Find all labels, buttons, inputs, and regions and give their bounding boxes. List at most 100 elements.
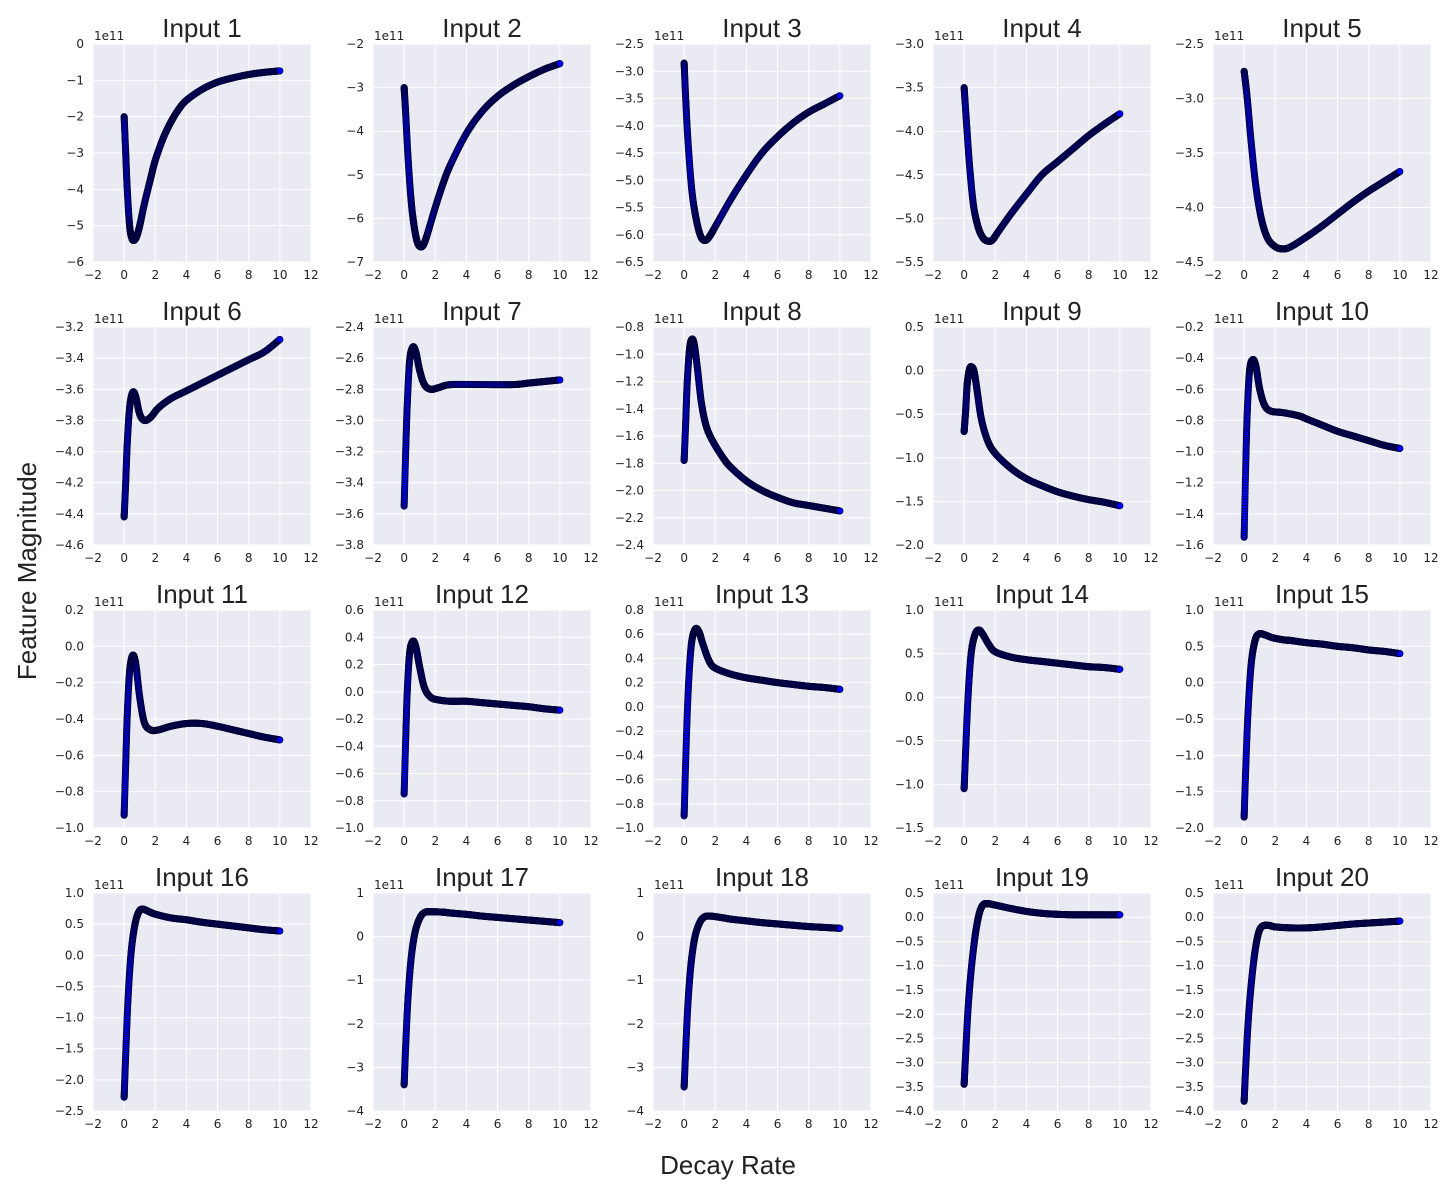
y-tick-label: −3.5 bbox=[1175, 146, 1204, 160]
y-tick-label: −4.0 bbox=[615, 119, 644, 133]
panel-10: −2 0 2 4 6 8 10 12−1.6−1.4−1.2−1.0−0.8−0.6−0.4−… bbox=[1175, 296, 1439, 565]
x-tick-label: 4 bbox=[1023, 268, 1031, 282]
y-tick-label: −3 bbox=[346, 81, 364, 95]
x-tick-label: 2 bbox=[1271, 551, 1279, 565]
x-tick-label: 12 bbox=[583, 268, 598, 282]
y-tick-label: −0.6 bbox=[1175, 382, 1204, 396]
y-tick-label: −5 bbox=[66, 219, 84, 233]
x-tick-label: 2 bbox=[991, 268, 999, 282]
y-tick-label: 0.0 bbox=[905, 364, 924, 378]
x-tick-label: 2 bbox=[1271, 268, 1279, 282]
y-tick-label: −1.0 bbox=[615, 347, 644, 361]
y-tick-label: −4.5 bbox=[1175, 255, 1204, 269]
panel-8: −2 0 2 4 6 8 10 12−2.4−2.2−2.0−1.8−1.6−1.4−1.2−… bbox=[615, 296, 879, 565]
panel-3: −2 0 2 4 6 8 10 12−6.5−6.0−5.5−5.0−4.5−4.0−3.5−… bbox=[615, 13, 879, 282]
x-tick-label: 8 bbox=[525, 268, 533, 282]
x-tick-label: 12 bbox=[303, 268, 318, 282]
x-tick-label: 6 bbox=[214, 268, 222, 282]
panel-title: Input 10 bbox=[1275, 296, 1369, 326]
y-tick-label: −6.0 bbox=[615, 228, 644, 242]
y-tick-label: −2.8 bbox=[335, 382, 364, 396]
y-tick-label: −0.4 bbox=[1175, 351, 1204, 365]
y-tick-label: −7 bbox=[346, 255, 364, 269]
data-series bbox=[400, 343, 564, 510]
panel-title: Input 3 bbox=[722, 13, 802, 43]
x-tick-label: 0 bbox=[400, 268, 408, 282]
y-tick-label: −3.8 bbox=[335, 538, 364, 552]
data-point bbox=[836, 92, 844, 100]
y-tick-label: −4 bbox=[66, 182, 84, 196]
x-tick-label: 8 bbox=[245, 551, 253, 565]
y-tick-label: −6 bbox=[346, 211, 364, 225]
x-tick-label: 8 bbox=[1365, 551, 1373, 565]
x-tick-label: −2 bbox=[84, 268, 102, 282]
y-tick-label: −0.5 bbox=[895, 407, 924, 421]
data-series bbox=[680, 59, 844, 244]
x-tick-label: 4 bbox=[1303, 268, 1311, 282]
x-tick-label: 10 bbox=[552, 268, 567, 282]
x-tick-label: 8 bbox=[1085, 268, 1093, 282]
x-tick-label: 8 bbox=[805, 551, 813, 565]
offset-text: 1e11 bbox=[94, 312, 124, 326]
y-tick-label: 0.5 bbox=[905, 320, 924, 334]
y-tick-label: −2 bbox=[346, 37, 364, 51]
panel-6: −2 0 2 4 6 8 10 12−4.6−4.4−4.2−4.0−3.8−3.6−3.4−… bbox=[55, 296, 319, 565]
y-tick-label: −5.5 bbox=[895, 255, 924, 269]
offset-text: 1e11 bbox=[654, 29, 684, 43]
x-tick-label: 2 bbox=[431, 551, 439, 565]
data-point bbox=[1116, 110, 1124, 118]
y-tick-label: −2.5 bbox=[615, 37, 644, 51]
y-tick-label: −1.4 bbox=[1175, 507, 1204, 521]
x-tick-label: 10 bbox=[1392, 551, 1407, 565]
data-series bbox=[400, 60, 564, 251]
data-series bbox=[1240, 355, 1404, 541]
data-series bbox=[120, 67, 284, 244]
y-tick-label: −3.6 bbox=[55, 382, 84, 396]
x-tick-label: 4 bbox=[1023, 551, 1031, 565]
x-tick-label: 10 bbox=[832, 551, 847, 565]
y-tick-label: −2.6 bbox=[335, 351, 364, 365]
x-tick-label: 0 bbox=[1240, 268, 1248, 282]
x-tick-label: −2 bbox=[1204, 268, 1222, 282]
y-tick-label: −3.4 bbox=[55, 351, 84, 365]
y-tick-label: −2.5 bbox=[1175, 37, 1204, 51]
x-tick-label: 0 bbox=[1240, 551, 1248, 565]
y-tick-label: −1.5 bbox=[895, 494, 924, 508]
x-tick-label: −2 bbox=[84, 551, 102, 565]
x-tick-label: 0 bbox=[960, 551, 968, 565]
y-tick-label: −4.6 bbox=[55, 538, 84, 552]
y-tick-label: −5.0 bbox=[615, 173, 644, 187]
x-tick-label: 6 bbox=[1054, 551, 1062, 565]
x-tick-label: 4 bbox=[743, 268, 751, 282]
data-point bbox=[556, 376, 564, 384]
x-tick-label: 0 bbox=[960, 268, 968, 282]
y-tick-label: −3.0 bbox=[335, 413, 364, 427]
x-tick-label: 10 bbox=[552, 551, 567, 565]
x-tick-label: 4 bbox=[743, 551, 751, 565]
x-tick-label: −2 bbox=[644, 551, 662, 565]
x-tick-label: 4 bbox=[463, 551, 471, 565]
data-point bbox=[556, 60, 564, 68]
x-tick-label: 2 bbox=[711, 268, 719, 282]
data-point bbox=[1116, 502, 1124, 510]
y-tick-label: −1.2 bbox=[615, 375, 644, 389]
y-tick-label: −4.0 bbox=[1175, 201, 1204, 215]
panel-title: Input 4 bbox=[1002, 13, 1082, 43]
y-tick-label: −1.6 bbox=[1175, 538, 1204, 552]
offset-text: 1e11 bbox=[1214, 312, 1244, 326]
y-tick-label: −3 bbox=[66, 146, 84, 160]
panel-title: Input 5 bbox=[1282, 13, 1362, 43]
x-tick-label: 8 bbox=[805, 268, 813, 282]
x-tick-label: 12 bbox=[1143, 551, 1158, 565]
data-point bbox=[1396, 167, 1404, 176]
y-tick-label: −3.5 bbox=[895, 81, 924, 95]
x-tick-label: 8 bbox=[245, 268, 253, 282]
panel-title: Input 8 bbox=[722, 296, 802, 326]
panel-title: Input 6 bbox=[162, 296, 242, 326]
x-tick-label: 12 bbox=[1423, 268, 1438, 282]
